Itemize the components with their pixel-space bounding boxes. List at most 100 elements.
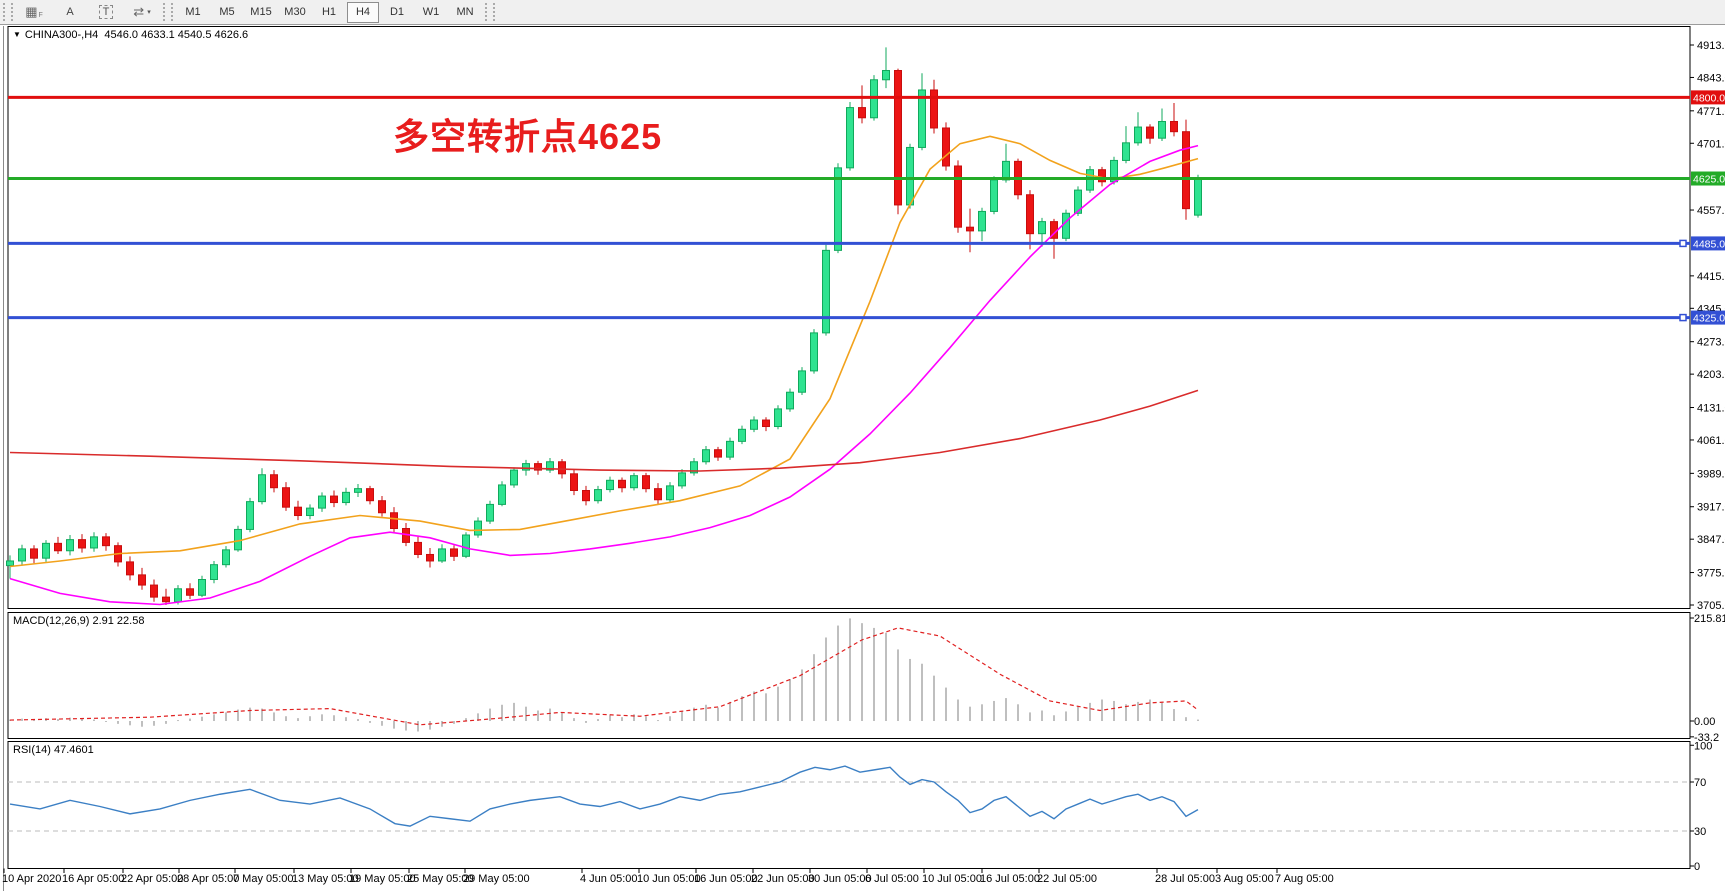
timeframe-button-m15[interactable]: M15	[250, 6, 272, 18]
candle-up	[90, 536, 98, 549]
hline-endpoint-marker	[1679, 239, 1687, 248]
macd-histogram-bar	[513, 702, 515, 721]
macd-histogram-bar	[1017, 704, 1019, 721]
price-tag	[1691, 236, 1725, 251]
chart-symbol-period: CHINA300-,H4	[24, 29, 99, 41]
candle-up	[438, 548, 446, 562]
candle-up	[198, 579, 206, 596]
time-tick-label: 30 Jun 05:00	[808, 873, 872, 885]
timeframe-button-m1[interactable]: M1	[185, 6, 201, 18]
macd-histogram-bar	[645, 716, 647, 721]
rsi-tick-label: 0	[1694, 861, 1700, 873]
candle-up	[42, 542, 50, 559]
macd-histogram-bar	[669, 716, 671, 721]
candle-up	[1038, 221, 1046, 235]
candle-up	[606, 479, 614, 491]
time-tick-label: 19 May 05:00	[349, 873, 416, 885]
candle-up	[1122, 142, 1130, 161]
candle-up	[306, 507, 314, 517]
price-tick-label: 4131.0	[1697, 403, 1725, 415]
candle-down	[942, 127, 950, 167]
candle-down	[894, 69, 902, 206]
candle-up	[786, 391, 794, 410]
macd-histogram-bar	[1161, 702, 1163, 721]
candle-up	[318, 495, 326, 509]
macd-histogram-bar	[237, 709, 239, 721]
macd-histogram-bar	[1185, 717, 1187, 721]
macd-histogram-bar	[465, 718, 467, 721]
macd-histogram-bar	[297, 718, 299, 721]
timeframe-button-m5[interactable]: M5	[219, 6, 235, 18]
candle-up	[474, 520, 482, 536]
candle-up	[810, 332, 818, 372]
timeframe-button-h4[interactable]: H4	[347, 1, 379, 23]
macd-histogram-bar	[573, 718, 575, 721]
candle-down	[1146, 126, 1154, 139]
candle-up	[678, 472, 686, 487]
macd-histogram-bar	[33, 720, 35, 722]
chart-ohlc-values: 4546.0 4633.1 4540.5 4626.6	[104, 29, 249, 41]
timeframe-button-d1[interactable]: D1	[389, 6, 405, 18]
macd-histogram-bar	[801, 669, 803, 721]
candle-up	[18, 548, 26, 562]
candle-down	[378, 500, 386, 514]
price-tick-label: 3775.0	[1697, 568, 1725, 580]
time-tick-label: 10 Jul 05:00	[922, 873, 982, 885]
text-label-button[interactable]: T	[90, 1, 122, 23]
candle-up	[546, 461, 554, 471]
candle-up	[486, 503, 494, 522]
windows-grid-button[interactable]: ▦ F	[25, 4, 43, 19]
macd-histogram-bar	[705, 704, 707, 721]
macd-histogram-bar	[1137, 701, 1139, 721]
timeframe-button-mn[interactable]: MN	[456, 6, 474, 18]
timeframe-button-m30[interactable]: M30	[284, 6, 306, 18]
toolbar-grip[interactable]	[485, 3, 495, 21]
arrows-dropdown-button[interactable]: ⇄ ▾	[133, 4, 151, 19]
macd-histogram-bar	[753, 691, 755, 721]
ma-slow-red	[9, 389, 1199, 472]
macd-histogram-bar	[525, 706, 527, 721]
macd-histogram-bar	[969, 706, 971, 721]
macd-histogram-bar	[849, 618, 851, 721]
ma-mid-magenta	[9, 144, 1199, 606]
time-tick-label: 16 Apr 05:00	[62, 873, 124, 885]
time-tick-label: 28 Apr 05:00	[177, 873, 239, 885]
candle-up	[834, 167, 842, 251]
macd-histogram-bar	[825, 637, 827, 721]
price-tag	[1691, 90, 1725, 105]
candle-up	[726, 440, 734, 458]
toolbar-grip[interactable]	[3, 3, 13, 21]
macd-histogram-bar	[837, 625, 839, 721]
timeframe-button-h1[interactable]: H1	[321, 6, 337, 18]
macd-histogram-bar	[93, 719, 95, 721]
macd-histogram-bar	[1005, 698, 1007, 721]
rsi-line	[9, 765, 1199, 827]
macd-histogram-bar	[1029, 712, 1031, 721]
timeframe-button-w1[interactable]: W1	[422, 6, 440, 18]
macd-histogram-bar	[381, 721, 383, 726]
macd-histogram-bar	[453, 721, 455, 724]
macd-tick-label: 0.00	[1694, 716, 1715, 728]
time-tick-label: 7 Aug 05:00	[1275, 873, 1334, 885]
macd-histogram-bar	[945, 687, 947, 721]
font-button[interactable]: A	[66, 6, 74, 18]
time-tick-label: 10 Jun 05:00	[637, 873, 701, 885]
toolbar-grip[interactable]	[163, 3, 173, 21]
macd-tick-label: -33.2	[1694, 732, 1719, 744]
macd-histogram-bar	[501, 704, 503, 721]
candle-down	[78, 539, 86, 549]
chart-dropdown-icon[interactable]: ▼	[13, 30, 21, 39]
macd-histogram-bar	[369, 721, 371, 723]
candle-down	[102, 536, 110, 547]
price-tick-label: 4061.0	[1697, 435, 1725, 447]
macd-histogram-bar	[405, 721, 407, 731]
candle-down	[618, 479, 626, 489]
candle-down	[642, 475, 650, 490]
candle-down	[1098, 169, 1106, 183]
candle-down	[30, 548, 38, 559]
macd-histogram-bar	[957, 699, 959, 721]
candle-up	[906, 146, 914, 206]
macd-histogram-bar	[117, 721, 119, 724]
candle-up	[510, 469, 518, 486]
